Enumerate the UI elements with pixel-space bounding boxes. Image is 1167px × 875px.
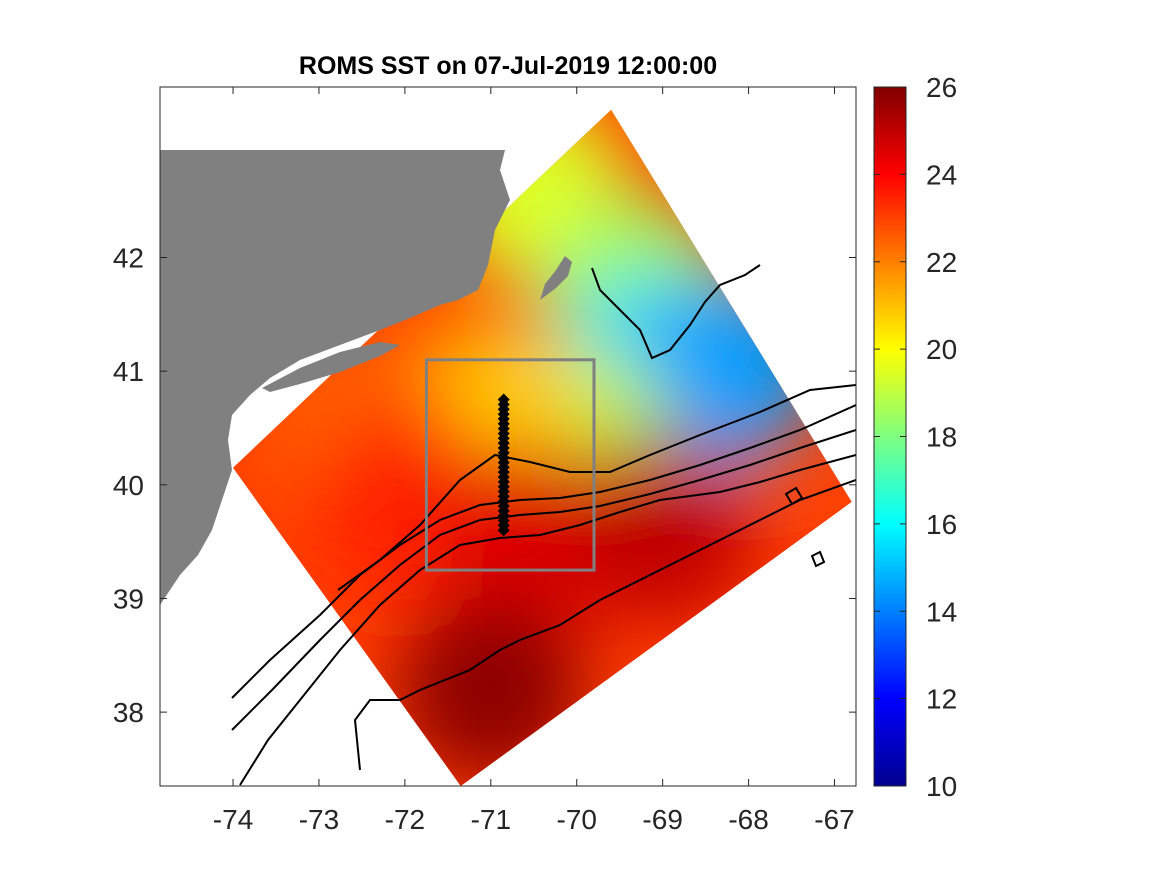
colorbar-tick-label: 20 [926,334,957,365]
colorbar-tick-label: 24 [926,159,957,190]
y-tick-label: 40 [113,470,144,501]
colorbar-axis: 10 12 14 16 18 20 22 24 26 [874,72,957,802]
contour-shelf-3 [239,454,856,786]
colorbar-tick-label: 18 [926,422,957,453]
contour-shelf-2 [231,429,856,731]
bathymetry-contours [231,264,856,786]
sst-region-9 [567,435,758,626]
colorbar-tick-label: 12 [926,684,957,715]
cape-cod [540,256,572,300]
x-tick-label: -70 [557,804,597,835]
y-tick-label: 41 [113,356,144,387]
chart-title: ROMS SST on 07-Jul-2019 12:00:00 [299,52,717,80]
colorbar-tick-label: 10 [926,771,957,802]
x-tick-label: -73 [299,804,339,835]
land-mask [160,150,510,605]
contour-small [784,486,804,506]
x-tick-label: -68 [728,804,768,835]
x-tick-label: -72 [385,804,425,835]
y-axis: 38 39 40 41 42 [113,242,856,728]
sst-blobs [266,109,818,785]
colorbar-tick-label: 14 [926,596,957,627]
study-box [424,358,596,572]
contour-slope [353,479,856,771]
colorbar-tick-label: 16 [926,509,957,540]
contour-gom [591,264,761,360]
y-tick-label: 38 [113,697,144,728]
x-tick-label: -74 [213,804,253,835]
transect [497,393,510,537]
contour-shelf-1 [231,404,856,699]
y-tick-label: 39 [113,583,144,614]
axes-frame [159,86,857,787]
x-tick-label: -71 [471,804,511,835]
y-tick-label: 42 [113,242,144,273]
x-axis: -74 -73 -72 -71 -70 -69 -68 -67 [213,87,855,835]
long-island [262,342,400,392]
colorbar-tick-label: 26 [926,72,957,103]
contour-shelf-4 [337,384,856,591]
x-tick-label: -67 [814,804,854,835]
colorbar-tick-label: 22 [926,247,957,278]
x-tick-label: -69 [642,804,682,835]
transect-point [497,393,510,406]
contour-seamount [810,550,826,568]
